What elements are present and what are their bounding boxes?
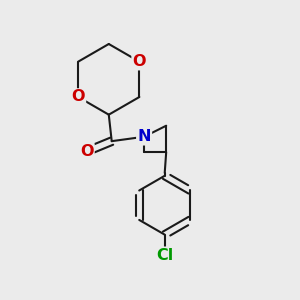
Text: N: N	[137, 129, 151, 144]
Text: O: O	[133, 54, 146, 69]
Text: O: O	[71, 89, 85, 104]
Text: O: O	[80, 144, 93, 159]
Text: Cl: Cl	[156, 248, 173, 263]
